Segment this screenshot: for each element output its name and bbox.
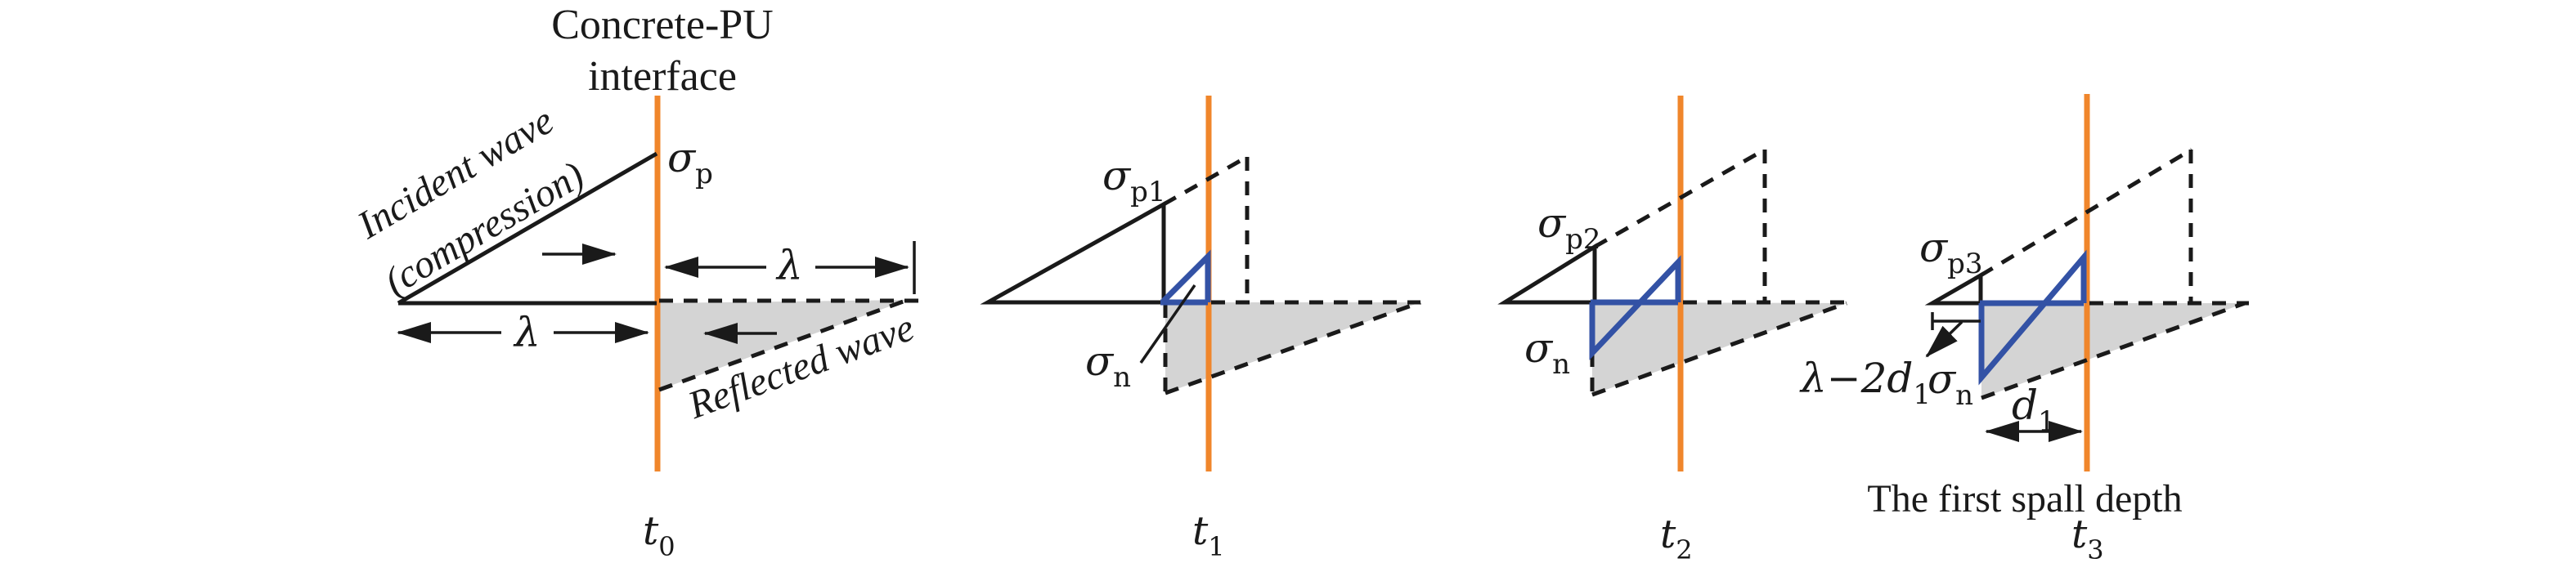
wavelength-right-label: λ: [775, 242, 803, 289]
net-stress-label-t2: σn: [1524, 324, 1570, 381]
dashed-hypotenuse-t1: [1165, 300, 1421, 395]
peak-stress-label-t1: σp1: [1102, 152, 1166, 208]
peak-stress-label-t3: σp3: [1919, 224, 1983, 280]
wavelength-left-label: λ: [513, 309, 541, 356]
panel-t2: σp2 σn t2: [1497, 96, 1854, 565]
panel-t1: σp1 σn t1: [980, 96, 1421, 562]
dashed-incident-remainder-t1: [1162, 154, 1250, 302]
peak-stress-label-t2: σp2: [1537, 199, 1601, 256]
dashed-incident-remainder-t3: [1979, 147, 2193, 303]
first-spall-depth-caption: The first spall depth: [1867, 477, 2182, 521]
peak-stress-label-t0: σp: [667, 134, 713, 190]
incident-triangle: [397, 151, 658, 306]
interface-title-line1: Concrete-PU: [551, 2, 773, 48]
dashed-hypotenuse-t3: [1981, 301, 2246, 400]
remaining-width-arrow: [1925, 320, 1963, 358]
time-label-t0: t0: [643, 508, 675, 562]
panel-t0: λ λ Incident wave (compression) Reflecte…: [349, 2, 919, 562]
time-label-t2: t2: [1660, 512, 1693, 565]
remaining-width-label: λ−2d1: [1799, 355, 1931, 411]
incident-triangle-t2: [1497, 243, 1597, 305]
net-stress-profile-t3: [1978, 249, 2087, 386]
wavelength-left-label-bg: [501, 312, 554, 353]
incident-triangle-t1: [980, 200, 1166, 305]
time-label-t3: t3: [2071, 512, 2104, 565]
net-stress-label-t3: σn: [1928, 355, 1973, 412]
net-stress-pointer-t1: [1139, 284, 1196, 364]
dashed-hypotenuse-t2: [1591, 301, 1847, 397]
net-stress-profile-t2: [1589, 255, 1681, 360]
time-label-t1: t1: [1192, 508, 1225, 562]
interface-title-line2: interface: [588, 53, 737, 100]
net-stress-label-t1: σn: [1085, 337, 1131, 394]
dashed-incident-remainder-t2: [1593, 147, 1767, 302]
panel-t3: d1 λ−2d1 σp3 σn The first spall depth t3: [1799, 94, 2249, 565]
incident-triangle-t3: [1924, 271, 1983, 306]
spall-depth-label: d1: [2012, 382, 2056, 438]
reflected-hypotenuse-dashed: [658, 297, 909, 392]
wavelength-right-label-bg: [766, 248, 815, 287]
net-stress-profile-t1: [1160, 249, 1211, 306]
